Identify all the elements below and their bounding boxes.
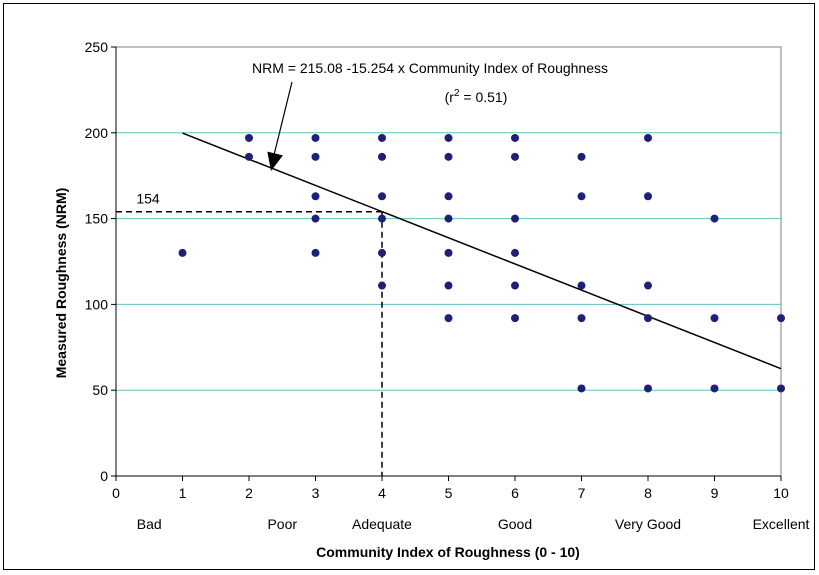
- data-point: [444, 192, 453, 201]
- x-tick-label: 3: [312, 485, 320, 501]
- data-point: [245, 133, 253, 142]
- data-point: [577, 152, 586, 161]
- data-point: [511, 152, 519, 161]
- data-point: [777, 314, 785, 323]
- x-tick-label: 5: [445, 485, 453, 501]
- data-point: [577, 281, 586, 290]
- x-tick-label: 2: [245, 485, 253, 501]
- data-point: [311, 152, 320, 161]
- x-tick-label: 6: [511, 485, 519, 501]
- data-point: [311, 192, 320, 201]
- data-point: [644, 192, 652, 201]
- y-tick-label: 50: [92, 382, 108, 398]
- r2-suffix: = 0.51): [460, 89, 508, 105]
- y-tick-label: 250: [85, 39, 109, 55]
- y-tick-label: 150: [85, 211, 109, 227]
- data-point: [311, 248, 320, 257]
- equation-label: NRM = 215.08 -15.254 x Community Index o…: [252, 60, 608, 76]
- x-tick-label: 7: [578, 485, 586, 501]
- regression-line-path: [182, 132, 782, 370]
- data-point: [511, 281, 519, 290]
- x-tick-label: 8: [644, 485, 652, 501]
- category-label: Good: [498, 516, 532, 532]
- data-point: [577, 314, 586, 323]
- data-point: [511, 314, 519, 323]
- data-point: [511, 133, 519, 142]
- data-point: [444, 214, 453, 223]
- y-tick-label: 0: [100, 468, 108, 484]
- data-points: [178, 133, 785, 393]
- data-point: [311, 133, 320, 142]
- data-point: [378, 133, 386, 142]
- category-label: Adequate: [352, 516, 412, 532]
- data-point: [777, 384, 785, 393]
- x-tick-label: 4: [378, 485, 386, 501]
- gridlines: [116, 132, 781, 391]
- x-axis-title: Community Index of Roughness (0 - 10): [316, 544, 580, 560]
- category-labels: Bad Poor Adequate Good Very Good Excellent: [137, 516, 810, 532]
- data-point: [378, 214, 386, 223]
- data-point: [444, 133, 453, 142]
- data-point: [644, 281, 652, 290]
- plot-area: [115, 46, 782, 477]
- annotation-arrow: [267, 81, 293, 171]
- category-label: Excellent: [753, 516, 810, 532]
- data-point: [245, 152, 253, 161]
- data-point: [644, 133, 652, 142]
- data-point: [710, 314, 719, 323]
- category-label: Bad: [137, 516, 162, 532]
- data-point: [378, 248, 386, 257]
- data-point: [710, 384, 719, 393]
- arrow-head: [267, 151, 283, 171]
- arrow-shaft: [272, 81, 293, 160]
- r-squared-label: (r2 = 0.51): [445, 88, 508, 105]
- axes: [111, 46, 782, 481]
- y-axis-title: Measured Roughness (NRM): [53, 188, 69, 379]
- x-tick-label: 10: [773, 485, 789, 501]
- data-point: [644, 384, 652, 393]
- data-point: [378, 152, 386, 161]
- x-tick-label: 1: [179, 485, 187, 501]
- data-point: [444, 281, 453, 290]
- category-label: Poor: [267, 516, 297, 532]
- x-tick-label: 0: [112, 485, 120, 501]
- data-point: [378, 192, 386, 201]
- r2-prefix: (r: [445, 89, 455, 105]
- x-tick-label: 9: [711, 485, 719, 501]
- regression-line: [182, 132, 782, 370]
- category-label: Very Good: [615, 516, 681, 532]
- data-point: [577, 384, 586, 393]
- reference-lines: [116, 210, 383, 476]
- data-point: [178, 248, 187, 257]
- r2-superscript: 2: [454, 88, 460, 99]
- data-point: [511, 214, 519, 223]
- data-point: [644, 314, 652, 323]
- data-point: [511, 248, 519, 257]
- data-point: [444, 314, 453, 323]
- reference-value-label: 154: [136, 191, 160, 207]
- data-point: [444, 248, 453, 257]
- data-point: [444, 152, 453, 161]
- data-point: [311, 214, 320, 223]
- data-point: [378, 281, 386, 290]
- annotations: NRM = 215.08 -15.254 x Community Index o…: [136, 60, 608, 207]
- data-point: [710, 214, 719, 223]
- y-tick-label: 200: [85, 125, 109, 141]
- data-point: [577, 192, 586, 201]
- y-tick-label: 100: [85, 296, 109, 312]
- tick-labels: 0 50 100 150 200 250 0 1 2 3 4 5 6 7 8 9 10: [85, 39, 789, 501]
